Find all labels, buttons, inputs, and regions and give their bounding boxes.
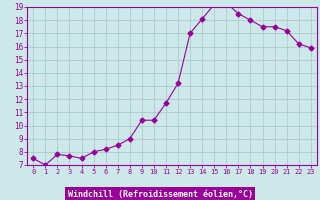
Text: Windchill (Refroidissement éolien,°C): Windchill (Refroidissement éolien,°C): [68, 190, 252, 198]
